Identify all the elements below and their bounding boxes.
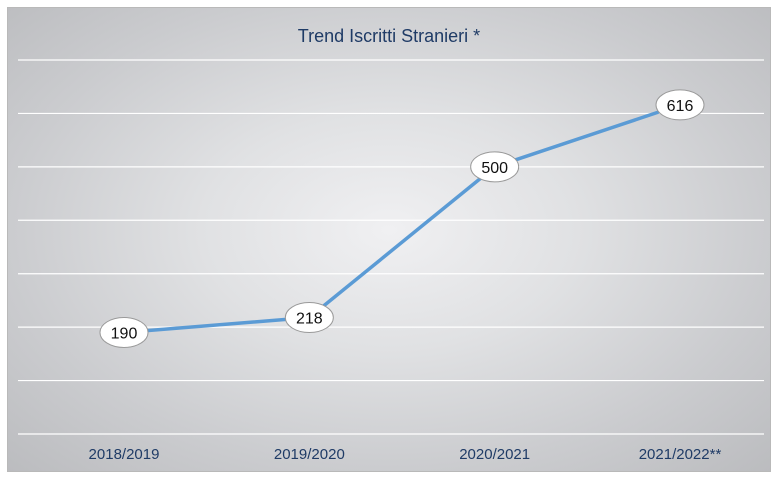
data-label: 500 xyxy=(481,160,508,177)
data-label-bubble xyxy=(284,302,334,334)
data-label-bubble xyxy=(470,151,520,183)
data-label-bubble xyxy=(655,89,705,121)
chart-frame: Trend Iscritti Stranieri * 2018/2019 2019… xyxy=(7,7,771,472)
x-tick-label: 2020/2021 xyxy=(459,446,530,463)
data-label: 616 xyxy=(667,98,694,115)
x-tick-label: 2018/2019 xyxy=(89,446,160,463)
series-line xyxy=(122,103,682,335)
data-label: 218 xyxy=(296,311,323,328)
data-label: 190 xyxy=(111,325,138,342)
line-chart: 2018/2019 2019/2020 2020/2021 2021/2022** 19… xyxy=(18,59,764,463)
chart-title: Trend Iscritti Stranieri * xyxy=(297,26,481,46)
data-label-bubble xyxy=(99,316,149,348)
x-tick-label: 2019/2020 xyxy=(274,446,345,463)
x-tick-label: 2021/2022** xyxy=(639,446,722,463)
